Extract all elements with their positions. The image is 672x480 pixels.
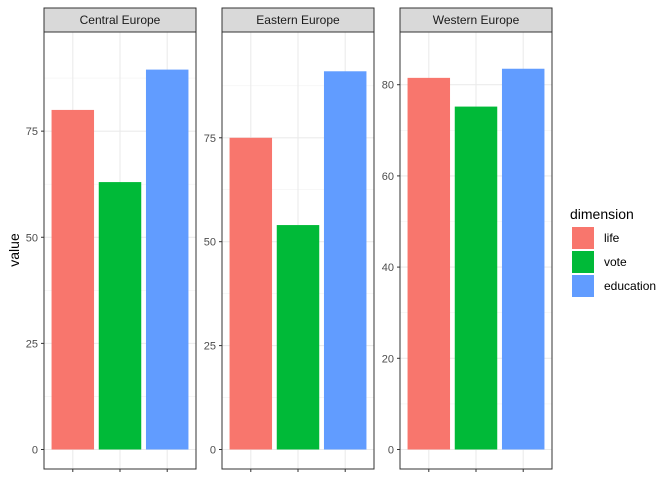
bar-life bbox=[407, 77, 451, 450]
y-tick-label: 75 bbox=[204, 133, 216, 145]
bar-vote bbox=[454, 106, 498, 450]
bar-vote bbox=[276, 225, 320, 450]
bar-education bbox=[501, 68, 545, 450]
legend-key-life bbox=[572, 227, 594, 249]
facet-strip bbox=[221, 7, 375, 33]
y-tick-label: 80 bbox=[382, 80, 394, 92]
facet-label: Western Europe bbox=[433, 13, 520, 27]
bar-vote bbox=[98, 182, 142, 450]
y-tick-label: 40 bbox=[382, 262, 394, 274]
facet-label: Eastern Europe bbox=[256, 13, 340, 27]
legend-label-life: life bbox=[604, 231, 620, 245]
y-tick-label: 25 bbox=[204, 341, 216, 353]
y-tick-label: 50 bbox=[204, 237, 216, 249]
legend-label-vote: vote bbox=[604, 255, 627, 269]
bar-life bbox=[51, 109, 95, 450]
y-tick-label: 0 bbox=[210, 445, 216, 457]
y-axis-title: value bbox=[6, 233, 22, 267]
legend-key-education bbox=[572, 275, 594, 297]
y-tick-label: 25 bbox=[26, 338, 38, 350]
bar-education bbox=[145, 69, 189, 450]
facet-strip bbox=[43, 7, 197, 33]
legend-key-vote bbox=[572, 251, 594, 273]
bar-life bbox=[229, 137, 273, 450]
legend-label-education: education bbox=[604, 279, 656, 293]
bar-education bbox=[323, 71, 367, 450]
legend: dimension life vote education bbox=[570, 206, 656, 297]
y-tick-label: 0 bbox=[32, 445, 38, 457]
y-tick-label: 60 bbox=[382, 171, 394, 183]
panel-eastern-europe: Eastern Europe 0 25 50 75 bbox=[204, 7, 375, 472]
facet-label: Central Europe bbox=[80, 13, 161, 27]
y-tick-label: 20 bbox=[382, 353, 394, 365]
y-tick-label: 50 bbox=[26, 232, 38, 244]
legend-title: dimension bbox=[570, 206, 634, 222]
y-tick-label: 75 bbox=[26, 126, 38, 138]
panel-central-europe: Central Europe 0 25 50 75 bbox=[26, 7, 197, 472]
panel-western-europe: Western Europe 0 20 40 60 80 bbox=[382, 7, 553, 472]
y-tick-label: 0 bbox=[388, 445, 394, 457]
